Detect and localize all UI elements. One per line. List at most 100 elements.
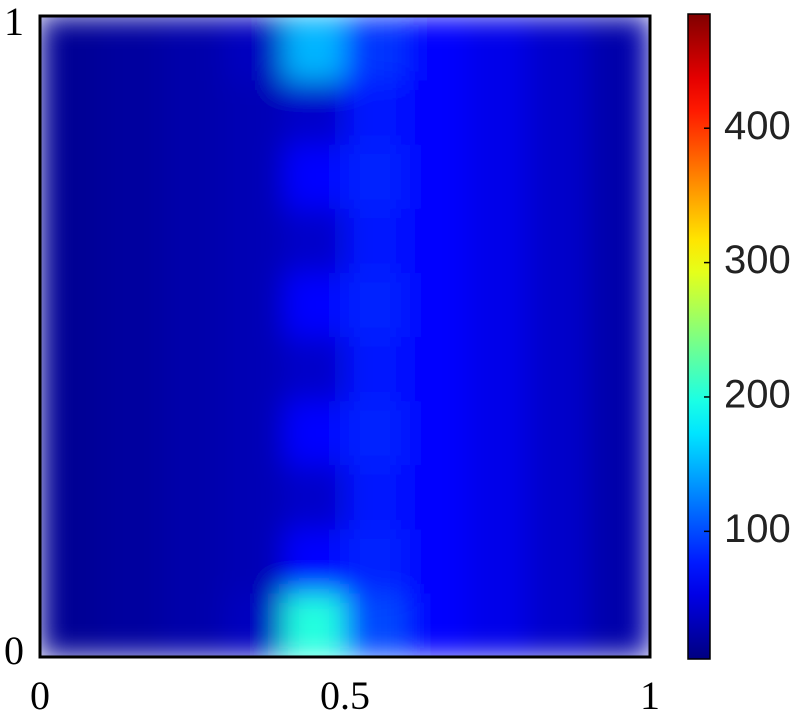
heatmap-cell	[100, 336, 163, 402]
heatmap-cell	[527, 16, 590, 81]
heatmap-cell	[40, 400, 102, 466]
heatmap-cell	[588, 528, 650, 594]
heatmap-cell	[405, 400, 468, 466]
heatmap-cell	[222, 143, 285, 209]
heatmap-cell	[405, 336, 468, 402]
heatmap-cell	[100, 400, 163, 466]
heatmap-cell	[222, 79, 285, 145]
heatmap-cell	[222, 271, 285, 337]
heatmap-cell	[588, 271, 650, 337]
heatmap-cell	[588, 400, 650, 466]
heatmap-cell	[100, 592, 163, 657]
heatmap-cell	[405, 79, 468, 145]
heatmap-cell	[283, 271, 346, 337]
heatmap-cell	[344, 400, 407, 466]
heatmap-cell	[222, 16, 285, 81]
colorbar-tick-label: 200	[724, 373, 791, 417]
heatmap-cell	[40, 592, 102, 657]
heatmap-cell	[466, 16, 529, 81]
heatmap-cell	[161, 400, 224, 466]
heatmap-cell	[466, 271, 529, 337]
heatmap-cell	[283, 592, 346, 657]
heatmap-cell	[466, 528, 529, 594]
heatmap-cell	[527, 528, 590, 594]
heatmap-cell	[161, 79, 224, 145]
heatmap-cell	[283, 464, 346, 530]
heatmap-cell	[283, 207, 346, 273]
heatmap-cell	[344, 464, 407, 530]
heatmap-cell	[100, 271, 163, 337]
heatmap-cell	[344, 528, 407, 594]
heatmap-cell	[100, 207, 163, 273]
heatmap-cell	[283, 336, 346, 402]
heatmap-cell	[100, 464, 163, 530]
heatmap-cell	[527, 336, 590, 402]
heatmap-cell	[466, 464, 529, 530]
colorbar	[687, 13, 711, 660]
heatmap-cell	[161, 464, 224, 530]
heatmap-cell	[161, 528, 224, 594]
heatmap-cell	[466, 592, 529, 657]
heatmap-cell	[283, 16, 346, 81]
heatmap-cell	[588, 207, 650, 273]
heatmap-cell	[40, 79, 102, 145]
heatmap-cell	[40, 207, 102, 273]
colorbar-tick-label: 400	[724, 104, 791, 148]
heatmap-cell	[588, 143, 650, 209]
heatmap-cell	[405, 528, 468, 594]
heatmap-cell	[222, 464, 285, 530]
heatmap-cell	[161, 336, 224, 402]
heatmap-cell	[466, 400, 529, 466]
heatmap-cell	[222, 400, 285, 466]
heatmap-cell	[405, 271, 468, 337]
heatmap-cell	[283, 79, 346, 145]
heatmap-cell	[527, 143, 590, 209]
heatmap-cell	[40, 143, 102, 209]
heatmap-cell	[527, 79, 590, 145]
heatmap-cell	[344, 16, 407, 81]
heatmap-cell	[161, 207, 224, 273]
heatmap-cell	[283, 528, 346, 594]
heatmap-cell	[588, 336, 650, 402]
heatmap-cell	[222, 528, 285, 594]
y-tick-label: 0	[4, 628, 24, 673]
heatmap-cell	[527, 400, 590, 466]
heatmap-cell	[222, 592, 285, 657]
heatmap-cell	[161, 592, 224, 657]
y-tick-label: 1	[4, 0, 24, 44]
heatmap-cell	[405, 143, 468, 209]
x-tick-label: 1	[640, 673, 660, 718]
heatmap-cell	[527, 592, 590, 657]
heatmap-cell	[527, 271, 590, 337]
heatmap-cell	[161, 143, 224, 209]
colorbar-tick-label: 300	[724, 238, 791, 282]
heatmap-cell	[344, 79, 407, 145]
heatmap-cell	[283, 143, 346, 209]
heatmap-cell	[405, 207, 468, 273]
heatmap-cell	[222, 336, 285, 402]
heatmap-cell	[100, 16, 163, 81]
heatmap-cell	[527, 207, 590, 273]
heatmap-cell	[100, 79, 163, 145]
heatmap-cell	[161, 271, 224, 337]
heatmap-cell	[588, 79, 650, 145]
colorbar-tick-label: 100	[724, 507, 791, 551]
x-tick-label: 0	[30, 673, 50, 718]
heatmap-cell	[405, 592, 468, 657]
heatmap-cell	[161, 16, 224, 81]
heatmap-cell	[344, 143, 407, 209]
heatmap-cell	[527, 464, 590, 530]
heatmap-cell	[40, 528, 102, 594]
heatmap-cell	[40, 336, 102, 402]
heatmap-cell	[405, 464, 468, 530]
heatmap-cell	[588, 464, 650, 530]
heatmap-cell	[344, 207, 407, 273]
heatmap-cell	[283, 400, 346, 466]
heatmap-cell	[40, 271, 102, 337]
heatmap-cell	[466, 143, 529, 209]
heatmap-cell	[588, 592, 650, 657]
heatmap-cell	[100, 143, 163, 209]
heatmap-cell	[588, 16, 650, 81]
